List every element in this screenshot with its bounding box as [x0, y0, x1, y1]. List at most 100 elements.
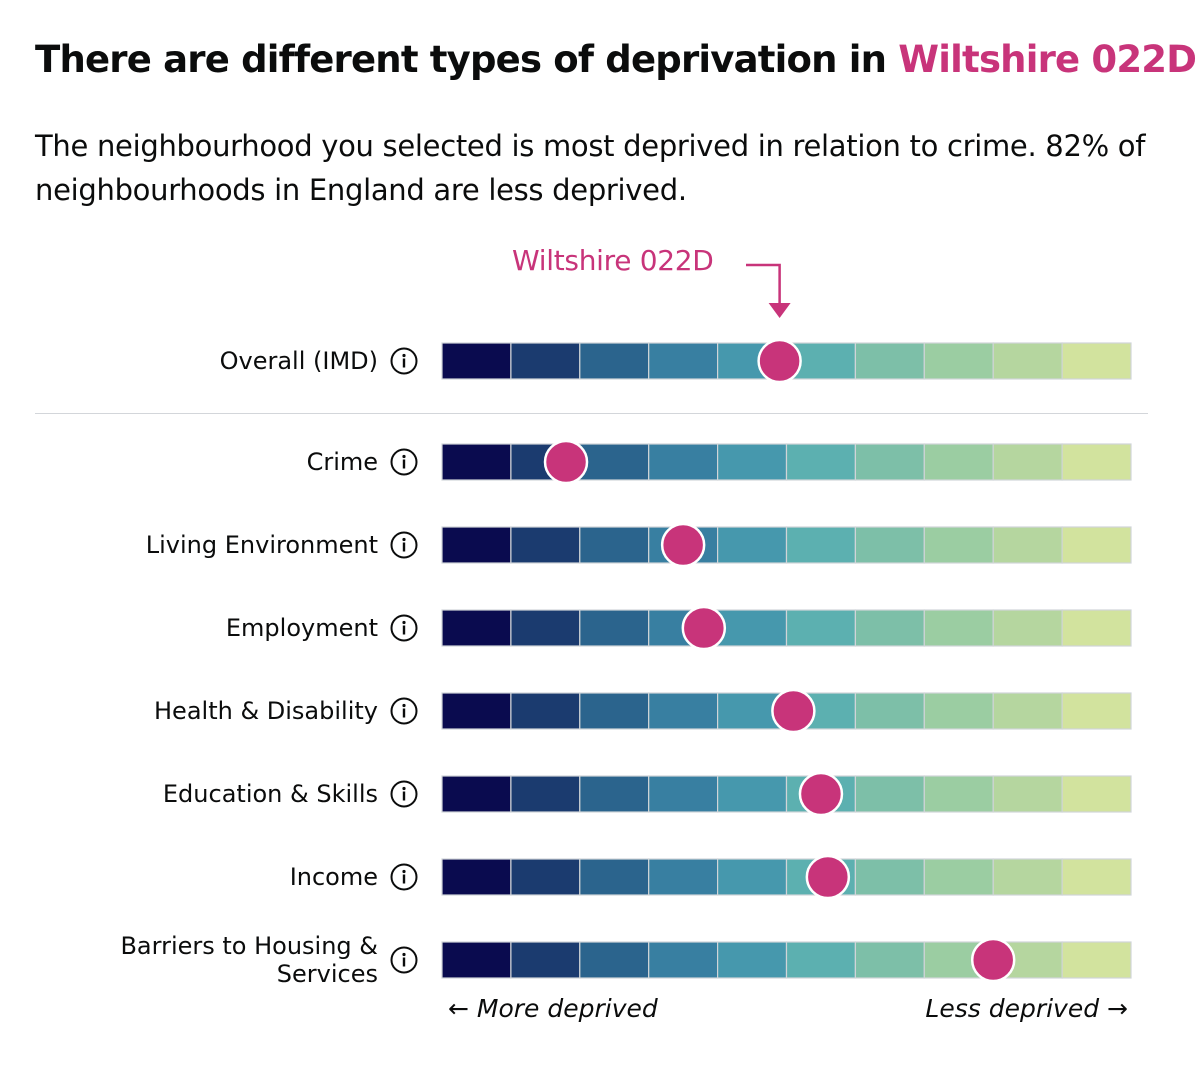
decile-segment-living-environment-1 [441, 526, 512, 564]
decile-segment-income-8 [923, 858, 994, 896]
info-icon-barriers[interactable] [390, 946, 418, 974]
decile-segment-living-environment-5 [716, 526, 788, 564]
decile-segment-health-and-disability-9 [992, 692, 1063, 730]
info-icon-crime[interactable] [390, 448, 418, 476]
decile-segment-education-and-skills-4 [648, 775, 719, 813]
decile-segment-education-and-skills-9 [992, 775, 1063, 813]
decile-segment-education-and-skills-5 [716, 775, 788, 813]
value-dot-overall-imd [757, 338, 802, 384]
decile-segment-income-4 [648, 858, 719, 896]
decile-segment-crime-7 [854, 443, 925, 481]
decile-segment-health-and-disability-3 [579, 692, 650, 730]
decile-segment-barriers-to-housing-and-services-10 [1061, 941, 1132, 979]
row-label-barriers-line1: Barriers to Housing & [120, 932, 378, 960]
overall-divider [35, 413, 1148, 414]
row-label-barriers-line2: Services [276, 960, 378, 988]
row-label-education-skills: Education & Skills [162, 780, 378, 808]
row-label-crime: Crime [306, 448, 378, 476]
decile-segment-income-10 [1061, 858, 1132, 896]
decile-segment-barriers-to-housing-and-services-7 [854, 941, 925, 979]
decile-segment-overall-imd-1 [441, 342, 512, 380]
info-icon-employment[interactable] [390, 614, 418, 642]
value-dot-health-and-disability [771, 688, 816, 734]
value-dot-education-and-skills [798, 771, 844, 817]
decile-segment-employment-9 [992, 609, 1063, 647]
row-label-overall: Overall (IMD) [219, 347, 378, 375]
value-dot-employment [681, 605, 727, 651]
decile-segment-living-environment-7 [854, 526, 925, 564]
decile-segment-living-environment-10 [1061, 526, 1132, 564]
decile-segment-crime-5 [716, 443, 788, 481]
decile-segment-education-and-skills-10 [1061, 775, 1132, 813]
decile-segment-education-and-skills-8 [923, 775, 994, 813]
decile-segment-income-5 [716, 858, 788, 896]
value-dot-crime [543, 439, 589, 485]
decile-segment-barriers-to-housing-and-services-5 [716, 941, 788, 979]
decile-segment-health-and-disability-8 [923, 692, 994, 730]
info-icon-overall[interactable] [390, 347, 418, 375]
marker-arrow-line [746, 263, 781, 304]
decile-segment-income-2 [510, 858, 581, 896]
decile-segment-crime-1 [441, 443, 512, 481]
decile-segment-barriers-to-housing-and-services-4 [648, 941, 719, 979]
decile-segment-health-and-disability-4 [648, 692, 719, 730]
decile-segment-employment-7 [854, 609, 925, 647]
decile-segment-living-environment-6 [785, 526, 857, 564]
marker-arrow-head [768, 303, 791, 318]
decile-segment-living-environment-9 [992, 526, 1063, 564]
decile-segment-income-1 [441, 858, 512, 896]
decile-segment-employment-6 [785, 609, 857, 647]
decile-segment-health-and-disability-10 [1061, 692, 1132, 730]
decile-segment-overall-imd-9 [992, 342, 1063, 380]
row-label-employment: Employment [225, 614, 378, 642]
title-area-name: Wiltshire 022D [898, 38, 1197, 81]
summary-text: The neighbourhood you selected is most d… [35, 129, 1146, 207]
row-label-health-disability: Health & Disability [154, 697, 378, 725]
info-icon-education-skills[interactable] [390, 780, 418, 808]
decile-segment-employment-2 [510, 609, 581, 647]
decile-segment-overall-imd-4 [648, 342, 719, 380]
info-icon-health-disability[interactable] [390, 697, 418, 725]
decile-segment-overall-imd-8 [923, 342, 994, 380]
decile-segment-crime-3 [579, 443, 650, 481]
axis-label-more-deprived: ← More deprived [448, 994, 658, 1023]
info-icon-income[interactable] [390, 863, 418, 891]
decile-segment-health-and-disability-7 [854, 692, 925, 730]
page-title: There are different types of deprivation… [35, 38, 1197, 81]
decile-segment-income-7 [854, 858, 925, 896]
decile-segment-employment-3 [579, 609, 650, 647]
decile-segment-crime-9 [992, 443, 1063, 481]
decile-segment-employment-10 [1061, 609, 1132, 647]
decile-segment-employment-5 [716, 609, 788, 647]
decile-segment-living-environment-8 [923, 526, 994, 564]
decile-segment-education-and-skills-3 [579, 775, 650, 813]
value-dot-barriers-to-housing-and-services [970, 937, 1016, 983]
decile-segment-education-and-skills-7 [854, 775, 925, 813]
axis-label-less-deprived: Less deprived → [925, 994, 1128, 1023]
row-label-barriers: Barriers to Housing & Services [120, 932, 378, 988]
decile-segment-income-3 [579, 858, 650, 896]
decile-segment-barriers-to-housing-and-services-3 [579, 941, 650, 979]
decile-segment-crime-6 [785, 443, 857, 481]
decile-segment-health-and-disability-2 [510, 692, 581, 730]
decile-segment-education-and-skills-1 [441, 775, 512, 813]
decile-segment-barriers-to-housing-and-services-1 [441, 941, 512, 979]
value-dot-income [805, 854, 851, 900]
decile-segment-barriers-to-housing-and-services-2 [510, 941, 581, 979]
decile-segment-overall-imd-2 [510, 342, 581, 380]
title-prefix: There are different types of deprivation… [35, 38, 899, 81]
decile-segment-living-environment-3 [579, 526, 650, 564]
decile-segment-education-and-skills-2 [510, 775, 581, 813]
decile-segment-crime-8 [923, 443, 994, 481]
area-marker-label: Wiltshire 022D [512, 244, 714, 277]
value-dot-living-environment [660, 522, 706, 568]
decile-segment-crime-10 [1061, 443, 1132, 481]
info-icon-living-environment[interactable] [390, 531, 418, 559]
decile-segment-income-9 [992, 858, 1063, 896]
decile-segment-employment-1 [441, 609, 512, 647]
decile-segment-employment-8 [923, 609, 994, 647]
row-label-income: Income [289, 863, 378, 891]
decile-segment-overall-imd-10 [1061, 342, 1132, 380]
row-label-living-environment: Living Environment [145, 531, 378, 559]
decile-segment-crime-4 [648, 443, 719, 481]
